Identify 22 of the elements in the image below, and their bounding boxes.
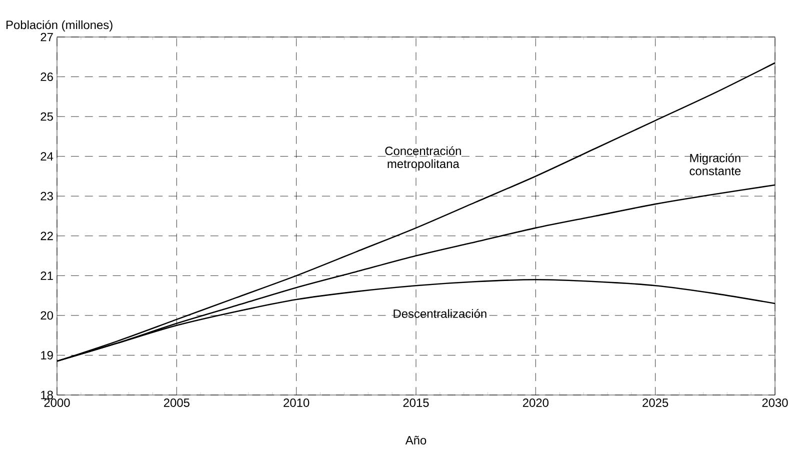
y-tick-label: 21 xyxy=(40,271,53,280)
y-tick-label: 19 xyxy=(41,350,53,360)
x-tick-label: 2015 xyxy=(403,398,429,407)
y-axis-title: Población (millones) xyxy=(6,20,112,32)
x-tick-label: 2030 xyxy=(762,398,788,407)
x-tick-label: 2005 xyxy=(164,398,190,407)
y-tick-label: 18 xyxy=(41,390,53,400)
y-tick-label: 20 xyxy=(40,311,54,320)
y-tick-label: 27 xyxy=(40,32,53,42)
y-tick-label: 25 xyxy=(40,112,53,121)
x-tick-label: 2000 xyxy=(44,398,70,407)
y-tick-label: 23 xyxy=(40,192,53,200)
text: Concentración metropolitana xyxy=(385,146,461,170)
y-tick-label: 26 xyxy=(40,72,53,82)
x-tick-label: 2020 xyxy=(522,398,548,407)
y-tick-label: 22 xyxy=(40,232,53,240)
series-label: Descentralización xyxy=(394,309,486,318)
x-axis-title: Año xyxy=(405,436,426,445)
series-label: Migración constante xyxy=(690,153,741,176)
y-tick-label: 24 xyxy=(40,152,54,161)
x-tick-label: 2010 xyxy=(284,398,310,407)
x-tick-label: 2025 xyxy=(642,398,668,407)
